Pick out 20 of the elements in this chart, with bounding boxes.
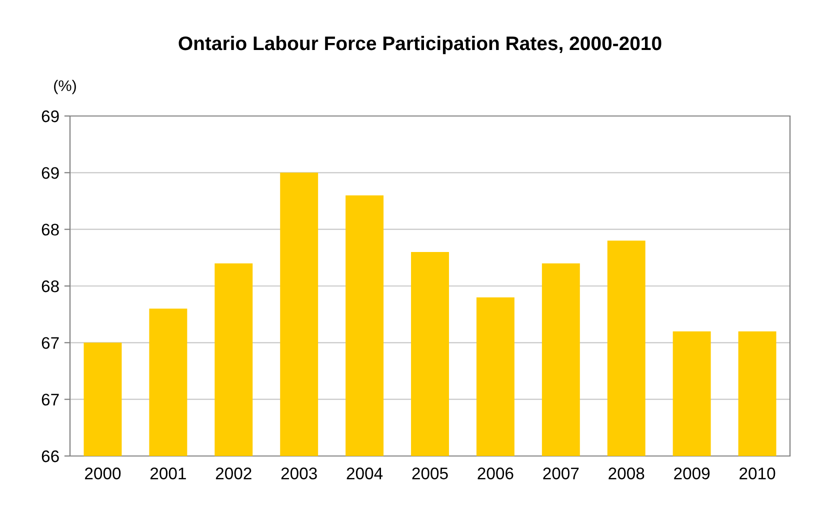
- y-tick-label: 69: [42, 110, 59, 122]
- y-tick-label: 69: [42, 167, 59, 179]
- y-axis-title: (%): [54, 80, 76, 94]
- x-tick-label: 2007: [543, 468, 579, 480]
- chart-title: Ontario Labour Force Participation Rates, 2000-2010: [178, 36, 662, 54]
- y-tick-label: 67: [42, 394, 59, 406]
- x-tick-label: 2005: [412, 468, 448, 480]
- y-tick-label: 66: [42, 450, 59, 462]
- x-tick-label: 2010: [740, 468, 776, 480]
- x-tick-label: 2008: [608, 468, 644, 480]
- x-tick-label: 2004: [346, 468, 383, 480]
- x-tick-label: 2001: [150, 468, 186, 480]
- x-tick-label: 2000: [85, 468, 121, 480]
- x-tick-label: 2003: [281, 468, 317, 480]
- x-tick-label: 2002: [216, 468, 252, 480]
- y-tick-label: 68: [42, 224, 59, 236]
- x-tick-label: 2009: [674, 468, 710, 480]
- y-tick-label: 67: [42, 337, 59, 349]
- y-tick-label: 68: [42, 280, 59, 292]
- x-tick-label: 2006: [478, 468, 514, 480]
